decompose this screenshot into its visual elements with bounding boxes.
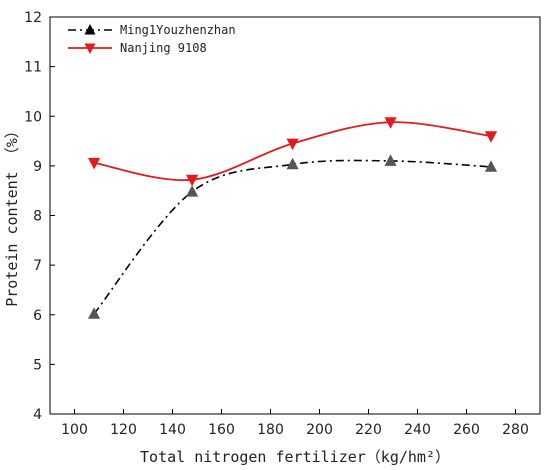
y-tick-label: 10 bbox=[24, 109, 42, 125]
legend-marker-2 bbox=[84, 43, 96, 54]
y-tick-label: 6 bbox=[33, 308, 42, 324]
series-2-point bbox=[88, 157, 101, 170]
series-line-1 bbox=[93, 159, 492, 315]
series-1-point bbox=[484, 160, 498, 172]
legend-label-1: Ming1Youzhenzhan bbox=[120, 23, 236, 37]
series-2-point bbox=[286, 138, 299, 151]
y-tick-label: 5 bbox=[33, 357, 42, 373]
series-1-point bbox=[384, 154, 397, 166]
x-tick-label: 160 bbox=[208, 422, 235, 438]
x-tick-label: 280 bbox=[502, 422, 529, 438]
x-tick-label: 140 bbox=[159, 422, 186, 438]
series-1-point bbox=[88, 307, 101, 319]
plot-area-frame bbox=[49, 16, 541, 415]
x-tick-label: 240 bbox=[404, 422, 431, 438]
legend-label-2: Nanjing 9108 bbox=[120, 41, 207, 55]
series-curves bbox=[93, 121, 492, 315]
series-2-point bbox=[186, 174, 199, 187]
series-1-point bbox=[186, 185, 199, 197]
legend-marker-1 bbox=[84, 24, 96, 35]
x-tick-label: 260 bbox=[453, 422, 480, 438]
series-markers bbox=[88, 117, 498, 319]
x-axis-title: Total nitrogen fertilizer（kg/hm²） bbox=[140, 448, 450, 466]
series-1-point bbox=[286, 157, 299, 170]
x-tick-label: 120 bbox=[110, 422, 137, 438]
series-2-point bbox=[484, 131, 498, 143]
y-tick-label: 4 bbox=[33, 407, 42, 423]
y-axis-title: Protein content （%） bbox=[3, 123, 21, 307]
x-tick-label: 220 bbox=[355, 422, 382, 438]
axis-ticks: 100 120 140 160 180 200 220 240 260 280 4 5 6 7 8 9 10 11… bbox=[24, 10, 529, 438]
y-tick-label: 7 bbox=[33, 258, 42, 274]
y-tick-label: 11 bbox=[24, 60, 42, 76]
x-tick-label: 100 bbox=[61, 422, 88, 438]
y-tick-label: 8 bbox=[33, 209, 42, 225]
x-tick-label: 200 bbox=[306, 422, 333, 438]
series-line-2 bbox=[93, 121, 492, 182]
series-2-point bbox=[384, 117, 397, 129]
legend: Ming1Youzhenzhan Nanjing 9108 bbox=[68, 23, 236, 55]
x-tick-label: 180 bbox=[257, 422, 284, 438]
y-tick-label: 12 bbox=[24, 10, 42, 26]
y-tick-label: 9 bbox=[33, 159, 42, 175]
